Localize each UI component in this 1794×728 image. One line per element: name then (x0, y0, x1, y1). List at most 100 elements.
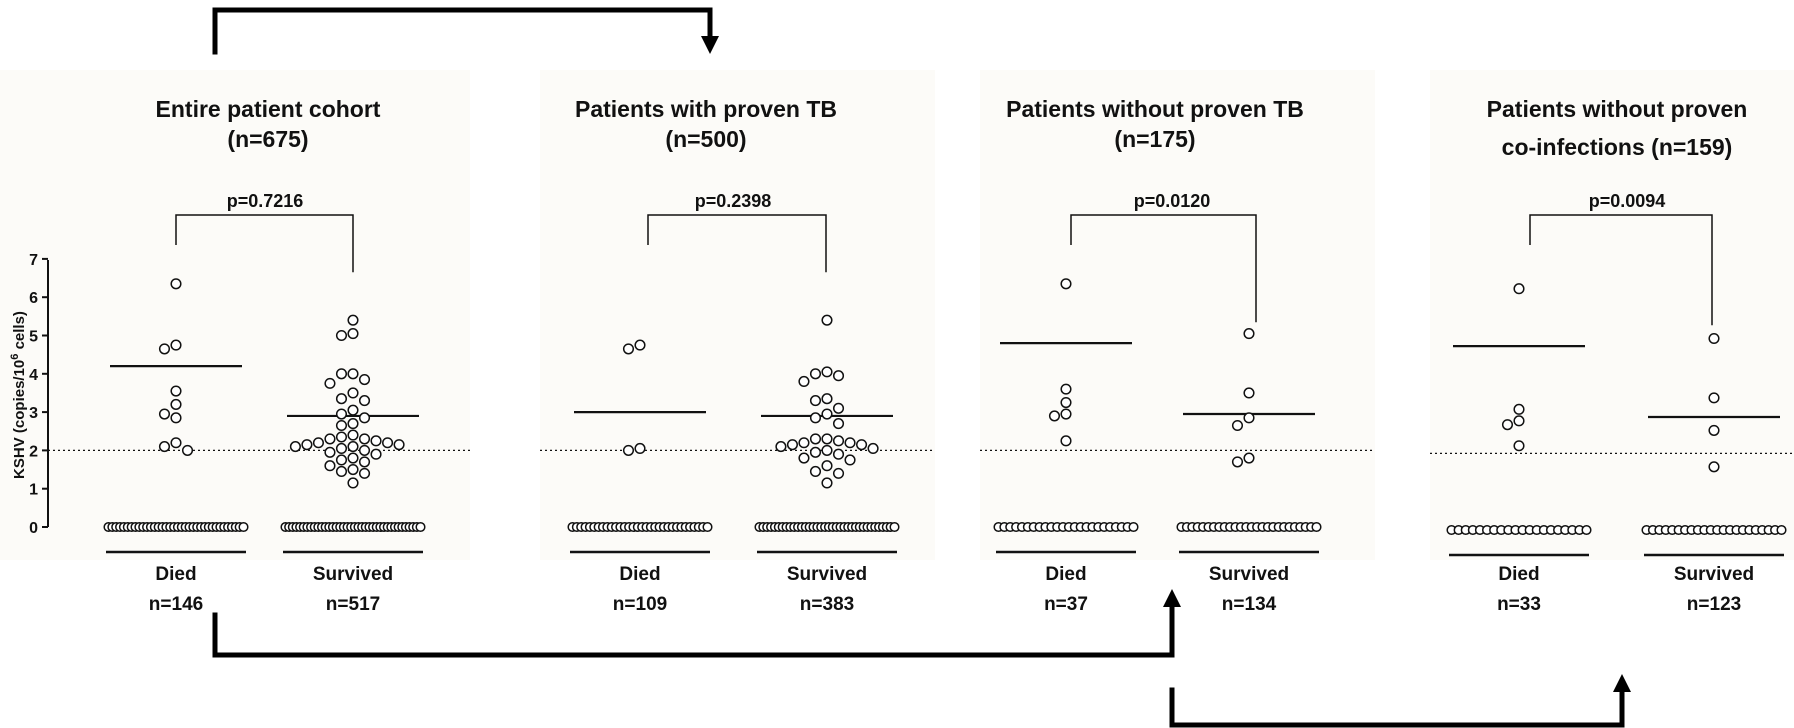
data-point (844, 454, 856, 466)
data-point (809, 465, 822, 478)
data-point (347, 429, 359, 441)
p-value-label: p=0.0094 (1589, 191, 1666, 211)
p-value-label: p=0.7216 (227, 191, 304, 211)
group-n-label: n=517 (326, 594, 380, 615)
panel-background (980, 70, 1375, 560)
panel-subtitle: (n=175) (1114, 126, 1195, 152)
data-point (170, 339, 182, 351)
group-n-label: n=37 (1044, 594, 1088, 615)
group-n-label: n=383 (800, 594, 854, 615)
y-tick-label: 3 (29, 405, 38, 422)
y-tick-label: 6 (29, 290, 38, 307)
y-tick-label: 0 (29, 520, 38, 537)
data-point (312, 437, 324, 449)
data-point-zero (415, 521, 426, 533)
data-point (1060, 383, 1072, 395)
data-point (1513, 415, 1525, 427)
data-point (1708, 392, 1720, 404)
connector-bottom-left (212, 602, 1175, 658)
data-point-zero (889, 521, 900, 533)
data-point (1513, 440, 1525, 452)
data-point (786, 439, 798, 451)
data-point (170, 385, 182, 397)
data-point (335, 465, 348, 478)
data-point (844, 437, 856, 449)
group-n-label: n=33 (1497, 594, 1541, 615)
group-label: Died (1045, 564, 1086, 585)
data-point (1060, 408, 1072, 420)
panel-without-proven-tb: Patients without proven TB (n=175) p=0.0… (980, 96, 1375, 615)
arrow-up-icon (1163, 589, 1181, 607)
data-point (809, 446, 822, 458)
data-point (382, 437, 394, 449)
data-point (867, 442, 879, 455)
data-point (1231, 456, 1244, 468)
panel-subtitle: (n=500) (665, 126, 746, 152)
data-point (832, 435, 845, 447)
data-point (335, 408, 348, 420)
y-tick-label: 7 (29, 252, 38, 269)
data-point (832, 418, 845, 430)
significance-bracket (1529, 214, 1713, 326)
panel-subtitle: co-infections (n=159) (1502, 134, 1733, 160)
group-n-label: n=123 (1687, 594, 1741, 615)
connector-top (212, 7, 713, 55)
data-point (347, 387, 359, 399)
data-point (170, 437, 182, 449)
data-point (347, 314, 359, 326)
data-point (335, 442, 348, 455)
data-point (158, 408, 171, 420)
data-point (832, 467, 845, 479)
data-point (181, 444, 194, 456)
data-point (324, 446, 336, 458)
data-point-zero (238, 521, 249, 533)
data-point (358, 456, 371, 468)
p-value-label: p=0.2398 (695, 191, 772, 211)
data-point-zero (702, 521, 713, 533)
data-point (821, 314, 833, 326)
data-point-zero (1776, 524, 1787, 536)
group-label: Died (155, 564, 196, 585)
data-point (324, 433, 336, 445)
data-point (347, 418, 359, 430)
data-point (324, 377, 336, 389)
data-point (832, 370, 845, 382)
data-point (170, 412, 182, 424)
data-point (347, 328, 359, 340)
data-point (798, 452, 810, 464)
data-point (347, 404, 359, 416)
data-point (1501, 419, 1514, 431)
data-point (821, 366, 833, 378)
data-point (358, 467, 371, 479)
connector-arrows (212, 7, 1625, 728)
data-point (347, 368, 359, 380)
data-point (170, 398, 182, 410)
data-point (634, 339, 646, 351)
data-point (821, 408, 833, 420)
data-point (289, 441, 301, 453)
data-point (335, 329, 348, 342)
y-axis-label-superscript: 6 (9, 354, 21, 360)
panel-background (0, 70, 470, 560)
y-axis-label: KSHV (copies/106 cells) (9, 311, 28, 479)
y-tick-label: 1 (29, 482, 38, 499)
y-tick-label: 4 (29, 367, 38, 384)
data-point (1708, 332, 1720, 345)
y-axis-label-end: cells) (11, 311, 28, 354)
data-point (798, 437, 810, 449)
panel-title: Patients with proven TB (575, 96, 837, 122)
data-point (358, 395, 371, 407)
data-point (1513, 283, 1525, 295)
data-point (809, 395, 822, 407)
data-point (1048, 410, 1061, 422)
data-point (821, 444, 833, 456)
panel-title: Patients without proven (1487, 96, 1748, 122)
panel-title: Entire patient cohort (156, 96, 381, 122)
panel-title: Patients without proven TB (1006, 96, 1304, 122)
significance-bracket (647, 214, 827, 273)
y-tick-label: 2 (29, 443, 38, 460)
data-point (358, 444, 371, 456)
arrow-down-icon (701, 36, 719, 54)
data-point (856, 439, 868, 451)
data-point (335, 393, 348, 405)
